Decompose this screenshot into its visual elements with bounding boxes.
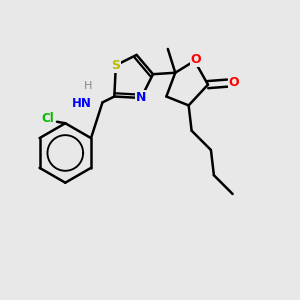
Text: O: O [191,53,201,66]
Text: H: H [84,81,93,91]
Text: S: S [111,59,120,72]
Text: O: O [229,76,239,89]
Text: Cl: Cl [41,112,54,125]
Text: N: N [136,92,146,104]
Text: HN: HN [72,97,92,110]
